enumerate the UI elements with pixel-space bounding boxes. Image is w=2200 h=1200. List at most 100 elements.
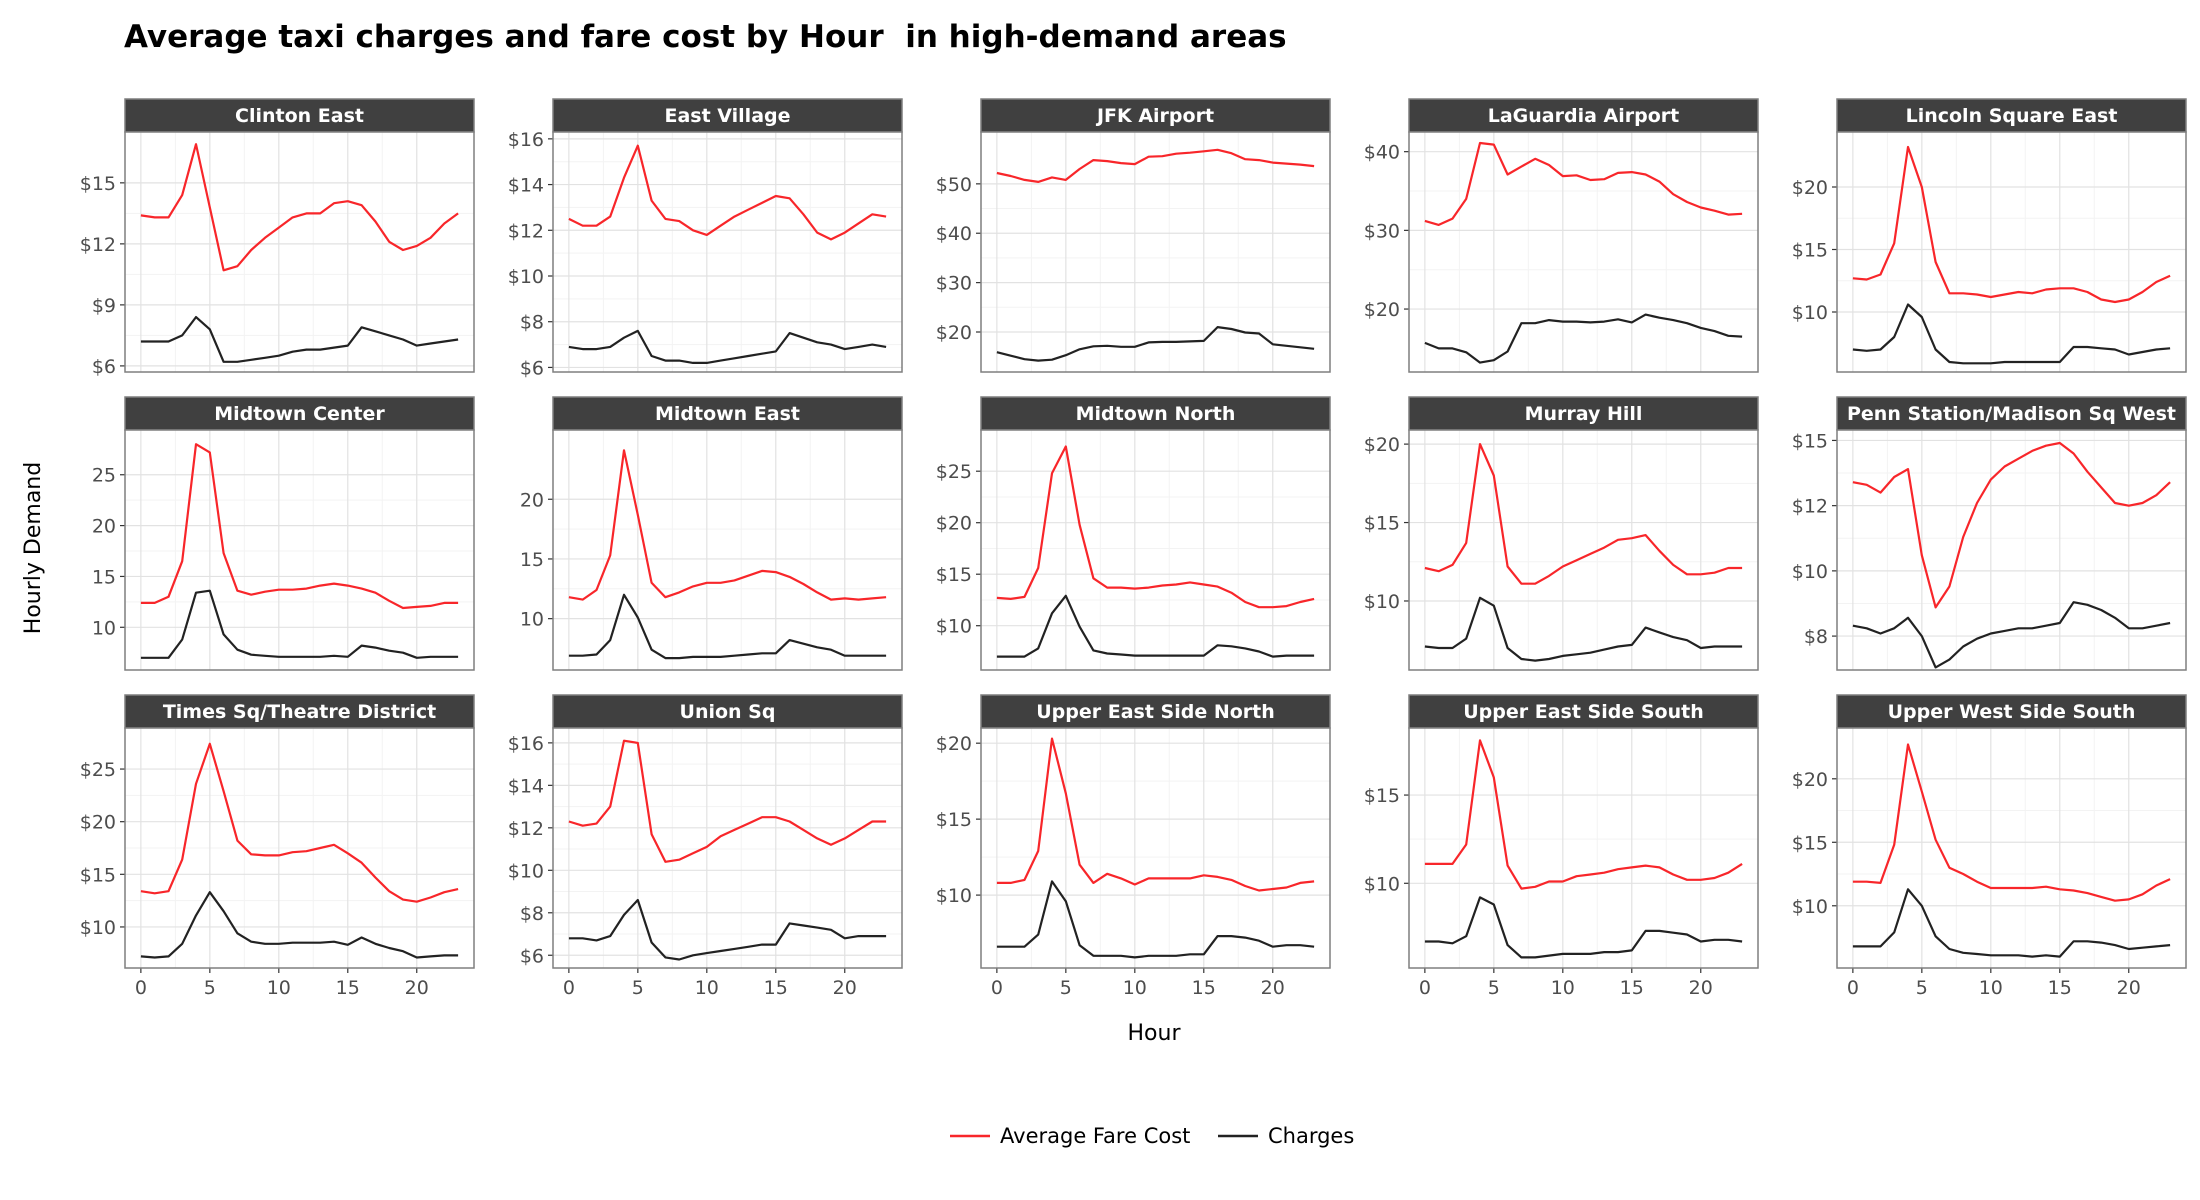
series-line-charges <box>1424 313 1743 364</box>
series-line-charges <box>1852 303 2171 365</box>
series-line-average-fare-cost <box>1424 739 1743 890</box>
series-line-charges <box>1852 888 2171 958</box>
y-tick-label: $10 <box>80 917 116 939</box>
series-line-charges <box>140 589 459 659</box>
y-tick-label: $8 <box>1804 626 1828 648</box>
series-line-average-fare-cost <box>1852 743 2171 902</box>
panel-border <box>1836 131 2187 373</box>
series-line-average-fare-cost <box>996 148 1315 183</box>
x-tick-label: 15 <box>2048 977 2072 999</box>
facet-panel-jfk-airport: JFK Airport $20 $30 $40 $50 <box>936 98 1331 373</box>
panel-border <box>1408 131 1759 373</box>
facet-strip <box>552 396 903 431</box>
series-line-charges <box>568 329 887 364</box>
y-tick-label: $10 <box>1792 561 1828 583</box>
series-line-average-fare-cost <box>140 742 459 903</box>
x-axis-title: Hour <box>1128 1021 1182 1046</box>
facet-panels: Clinton East $6 $9 $12 $15 East Village $6 $8 $1… <box>80 98 2187 999</box>
y-tick-label: $6 <box>520 945 544 967</box>
panel-border <box>124 727 475 969</box>
facet-strip-label: Union Sq <box>680 701 776 723</box>
facet-strip <box>1408 98 1759 133</box>
x-tick-label: 10 <box>267 977 291 999</box>
legend-label-average-fare-cost: Average Fare Cost <box>1000 1124 1190 1148</box>
y-tick-label: $15 <box>80 173 116 195</box>
y-tick-label: $15 <box>1364 513 1400 535</box>
legend: Average Fare Cost Charges <box>950 1124 1354 1148</box>
facet-panel-midtown-center: Midtown Center 10 15 20 25 <box>92 396 475 671</box>
series-line-charges <box>1424 596 1743 662</box>
panel-border <box>552 429 903 671</box>
facet-strip <box>552 694 903 729</box>
x-tick-label: 0 <box>563 977 575 999</box>
y-tick-label: $30 <box>1364 220 1400 242</box>
y-tick-label: $20 <box>80 812 116 834</box>
y-tick-label: $10 <box>508 860 544 882</box>
y-tick-label: $8 <box>520 312 544 334</box>
facet-panel-lincoln-square-east: Lincoln Square East $10 $15 $20 <box>1792 98 2187 373</box>
y-tick-label: $15 <box>80 864 116 886</box>
y-tick-label: $20 <box>1792 769 1828 791</box>
y-tick-label: $9 <box>92 295 116 317</box>
y-tick-label: $14 <box>508 175 544 197</box>
plot-background <box>981 132 1330 372</box>
facet-panel-upper-west-side-south: Upper West Side South 0 5 10 15 20 $10 $15 $20 <box>1792 694 2187 999</box>
facet-strip <box>980 694 1331 729</box>
panel-border <box>1836 429 2187 671</box>
series-line-average-fare-cost <box>568 144 887 241</box>
y-tick-label: $30 <box>936 273 972 295</box>
facet-panel-upper-east-side-south: Upper East Side South 0 5 10 15 20 $10 $15 <box>1364 694 1759 999</box>
series-line-charges <box>568 898 887 961</box>
y-tick-label: 15 <box>520 549 544 571</box>
facet-strip-label: Upper West Side South <box>1888 701 2136 723</box>
plot-background <box>125 430 474 670</box>
facet-strip-label: East Village <box>664 105 790 127</box>
plot-background <box>981 728 1330 968</box>
y-tick-label: $15 <box>936 564 972 586</box>
series-line-charges <box>1424 896 1743 959</box>
y-tick-label: $10 <box>1364 873 1400 895</box>
facet-strip-label: Upper East Side North <box>1036 701 1275 723</box>
y-tick-label: $20 <box>936 322 972 344</box>
y-tick-label: 25 <box>92 465 116 487</box>
plot-background <box>1837 728 2186 968</box>
facet-strip-label: Clinton East <box>235 105 364 127</box>
panel-border <box>1836 727 2187 969</box>
series-line-average-fare-cost <box>1852 145 2171 304</box>
facet-strip-label: Murray Hill <box>1525 403 1643 425</box>
facet-strip <box>980 98 1331 133</box>
y-axis-title: Hourly Demand <box>21 462 46 634</box>
y-tick-label: $15 <box>1792 430 1828 452</box>
facet-strip <box>552 98 903 133</box>
plot-background <box>553 430 902 670</box>
y-tick-label: $12 <box>508 220 544 242</box>
plot-background <box>553 132 902 372</box>
x-tick-label: 15 <box>764 977 788 999</box>
plot-background <box>1837 430 2186 670</box>
x-tick-label: 0 <box>1847 977 1859 999</box>
panel-border <box>552 727 903 969</box>
x-tick-label: 20 <box>1261 977 1285 999</box>
facet-strip-label: Upper East Side South <box>1463 701 1703 723</box>
series-line-average-fare-cost <box>1424 141 1743 226</box>
facet-panel-clinton-east: Clinton East $6 $9 $12 $15 <box>80 98 475 378</box>
x-tick-label: 5 <box>1916 977 1928 999</box>
facet-strip <box>124 396 475 431</box>
plot-background <box>553 728 902 968</box>
y-tick-label: $50 <box>936 174 972 196</box>
x-tick-label: 15 <box>1620 977 1644 999</box>
x-tick-label: 15 <box>336 977 360 999</box>
y-tick-label: $12 <box>1792 496 1828 518</box>
y-tick-label: 10 <box>520 609 544 631</box>
x-tick-label: 20 <box>2117 977 2141 999</box>
plot-background <box>125 132 474 372</box>
x-tick-label: 0 <box>135 977 147 999</box>
x-tick-label: 10 <box>1123 977 1147 999</box>
y-tick-label: $15 <box>936 809 972 831</box>
series-line-average-fare-cost <box>1852 441 2171 609</box>
x-tick-label: 5 <box>1060 977 1072 999</box>
panel-border <box>1408 429 1759 671</box>
y-tick-label: $10 <box>1364 591 1400 613</box>
facet-strip-label: JFK Airport <box>1095 105 1214 127</box>
